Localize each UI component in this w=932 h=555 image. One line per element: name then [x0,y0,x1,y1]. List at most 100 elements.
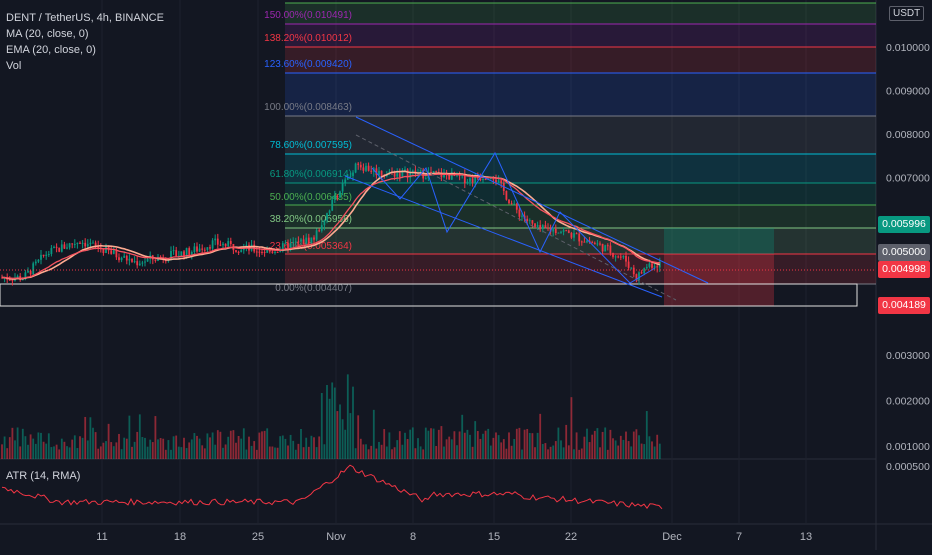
indicator-atr[interactable]: ATR (14, RMA) [6,470,81,482]
volume-bar [586,428,588,459]
candle-body [638,272,640,281]
candle-body [367,165,370,171]
candle-body [302,239,305,245]
candle-body [547,227,549,229]
candle-body [203,249,206,251]
candle-body [40,254,42,260]
candle-body [292,241,295,244]
currency-unit-badge[interactable]: USDT [889,6,925,21]
volume-bar [331,382,334,459]
indicator-vol[interactable]: Vol [6,60,22,72]
candle-body [266,249,269,253]
volume-bar [253,441,256,459]
volume-bar [575,432,578,459]
volume-bar [229,430,232,459]
fib-zone [285,205,876,228]
candle-body [619,256,622,258]
volume-bar [495,432,497,459]
volume-bar [21,428,24,459]
candle-body [554,228,557,234]
volume-bar [289,434,292,459]
candle-body [193,246,196,253]
volume-bar [323,444,326,459]
volume-bar [596,428,599,459]
candle-body [604,245,607,252]
volume-bar [237,435,240,459]
candle-body [185,248,188,258]
candle-body [591,242,594,244]
candle-body [73,244,76,246]
candle-body [398,173,401,177]
volume-bar [112,446,115,459]
volume-bar [84,416,87,459]
fib-retracement: 150.00%(0.010491) 138.20%(0.010012) 123.60… [264,2,876,294]
volume-bar [583,436,586,459]
candle-body [315,230,318,240]
candle-body [539,225,542,230]
position-stop-zone [664,254,774,306]
candle-body [53,246,55,249]
candle-body [237,251,240,253]
candle-body [656,266,659,268]
volume-bar [614,440,617,459]
candle-body [318,230,321,232]
candle-body [50,248,53,254]
candle-body [375,168,378,176]
volume-bar [242,428,245,459]
price-tick: 0.009000 [886,86,930,98]
candle-body [240,250,243,253]
volume-bar [203,448,206,459]
fib-zone [285,73,876,116]
candle-body [16,275,19,279]
candle-body [484,178,487,180]
candle-body [500,180,503,183]
volume-bar [601,431,604,459]
candle-body [482,178,484,181]
volume-bar [500,442,503,459]
candle-body [401,170,404,177]
candle-body [443,172,445,178]
candle-body [625,255,627,262]
candle-body [365,165,367,171]
volume-bar [383,429,386,459]
candle-body [333,195,336,200]
volume-bar [185,448,188,459]
volume-bar [401,444,404,459]
volume-bar [60,438,63,459]
volume-bar [549,446,552,459]
candle-body [648,263,651,267]
candle-body [495,179,497,183]
volume-bar [645,411,648,459]
volume-bar [235,442,237,459]
volume-bar [102,442,105,459]
candle-body [612,252,614,257]
volume-bar [177,446,180,459]
volume-bar [612,438,614,459]
candle-body [409,172,412,178]
volume-bar [432,428,435,459]
volume-bar [580,448,583,459]
indicator-ma[interactable]: MA (20, close, 0) [6,28,89,40]
symbol-title[interactable]: DENT / TetherUS, 4h, BINANCE [6,12,164,24]
volume-bar [224,444,227,459]
price-tag-stop: 0.004189 [878,297,930,314]
chart-legend: DENT / TetherUS, 4h, BINANCE MA (20, clo… [6,10,164,74]
candle-body [235,250,237,252]
time-tick: Nov [326,531,346,543]
position-target-zone [664,228,774,254]
volume-bar [547,449,549,459]
fib-zone [285,47,876,73]
volume-bar [81,437,84,459]
indicator-ema[interactable]: EMA (20, close, 0) [6,44,96,56]
fib-label: 138.20%(0.010012) [264,33,352,44]
volume-bar [505,448,508,459]
volume-bar [570,397,573,459]
candle-body [518,209,521,217]
candle-body [47,253,50,255]
candle-body [635,274,638,281]
volume-bar [240,438,243,459]
volume-bar [619,435,622,459]
price-tick: 0.002000 [886,396,930,408]
